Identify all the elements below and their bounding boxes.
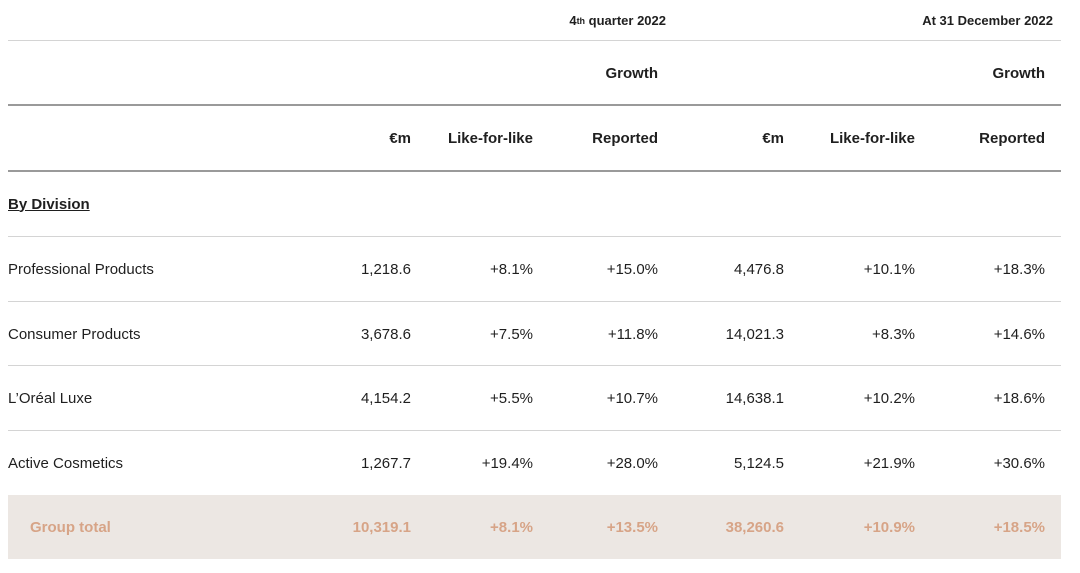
divider bbox=[8, 104, 1061, 106]
total-label: Group total bbox=[30, 518, 111, 536]
total-q4-reported-value: +13.5% bbox=[606, 518, 658, 536]
fy-reported-value: +30.6% bbox=[993, 454, 1045, 472]
fy-em-value: 14,638.1 bbox=[725, 389, 784, 407]
q4-em-value: 1,267.7 bbox=[360, 454, 411, 472]
fy-period-header: At 31 December 2022 bbox=[880, 0, 1053, 41]
col-header-fy-reported: Reported bbox=[979, 129, 1045, 147]
col-header-q4-em: €m bbox=[389, 129, 411, 147]
divider bbox=[8, 430, 1061, 431]
q4-period-number: 4 bbox=[569, 13, 577, 28]
q4-em-value: 4,154.2 bbox=[360, 389, 411, 407]
division-name: Active Cosmetics bbox=[8, 454, 124, 472]
fy-lfl-value: +8.3% bbox=[872, 325, 915, 343]
q4-period-text: quarter 2022 bbox=[585, 13, 666, 28]
fy-lfl-value: +10.2% bbox=[863, 389, 915, 407]
fy-em-value: 14,021.3 bbox=[725, 325, 784, 343]
fy-lfl-value: +10.1% bbox=[863, 260, 915, 278]
divider bbox=[8, 40, 1061, 41]
fy-em-value: 5,124.5 bbox=[733, 454, 784, 472]
division-name: L’Oréal Luxe bbox=[8, 389, 93, 407]
divider bbox=[8, 365, 1061, 366]
total-fy-em-value: 38,260.6 bbox=[725, 518, 784, 536]
q4-lfl-value: +5.5% bbox=[490, 389, 533, 407]
divider bbox=[8, 170, 1061, 172]
q4-period-suffix: th bbox=[576, 15, 586, 26]
section-title: By Division bbox=[8, 195, 90, 213]
growth-header-fy: Growth bbox=[992, 64, 1046, 82]
total-fy-lfl-value: +10.9% bbox=[863, 518, 915, 536]
divider bbox=[8, 236, 1061, 237]
q4-reported-value: +28.0% bbox=[606, 454, 658, 472]
fy-period-text: At 31 December 2022 bbox=[922, 13, 1053, 28]
growth-header-q4: Growth bbox=[605, 64, 659, 82]
q4-lfl-value: +19.4% bbox=[481, 454, 533, 472]
q4-lfl-value: +7.5% bbox=[490, 325, 533, 343]
fy-reported-value: +18.3% bbox=[993, 260, 1045, 278]
fy-reported-value: +18.6% bbox=[993, 389, 1045, 407]
col-header-q4-reported: Reported bbox=[592, 129, 658, 147]
division-name: Consumer Products bbox=[8, 325, 141, 343]
q4-reported-value: +10.7% bbox=[606, 389, 658, 407]
total-q4-lfl-value: +8.1% bbox=[490, 518, 533, 536]
total-q4-em-value: 10,319.1 bbox=[352, 518, 411, 536]
fy-reported-value: +14.6% bbox=[993, 325, 1045, 343]
q4-em-value: 3,678.6 bbox=[360, 325, 411, 343]
col-header-fy-em: €m bbox=[762, 129, 784, 147]
fy-em-value: 4,476.8 bbox=[733, 260, 784, 278]
total-fy-reported-value: +18.5% bbox=[993, 518, 1045, 536]
q4-em-value: 1,218.6 bbox=[360, 260, 411, 278]
q4-reported-value: +11.8% bbox=[607, 325, 658, 343]
division-name: Professional Products bbox=[8, 260, 154, 278]
q4-reported-value: +15.0% bbox=[606, 260, 658, 278]
q4-lfl-value: +8.1% bbox=[490, 260, 533, 278]
col-header-fy-lfl: Like-for-like bbox=[829, 129, 915, 147]
divider bbox=[8, 301, 1061, 302]
total-row-background bbox=[8, 495, 1061, 559]
col-header-q4-lfl: Like-for-like bbox=[447, 129, 533, 147]
fy-lfl-value: +21.9% bbox=[863, 454, 915, 472]
